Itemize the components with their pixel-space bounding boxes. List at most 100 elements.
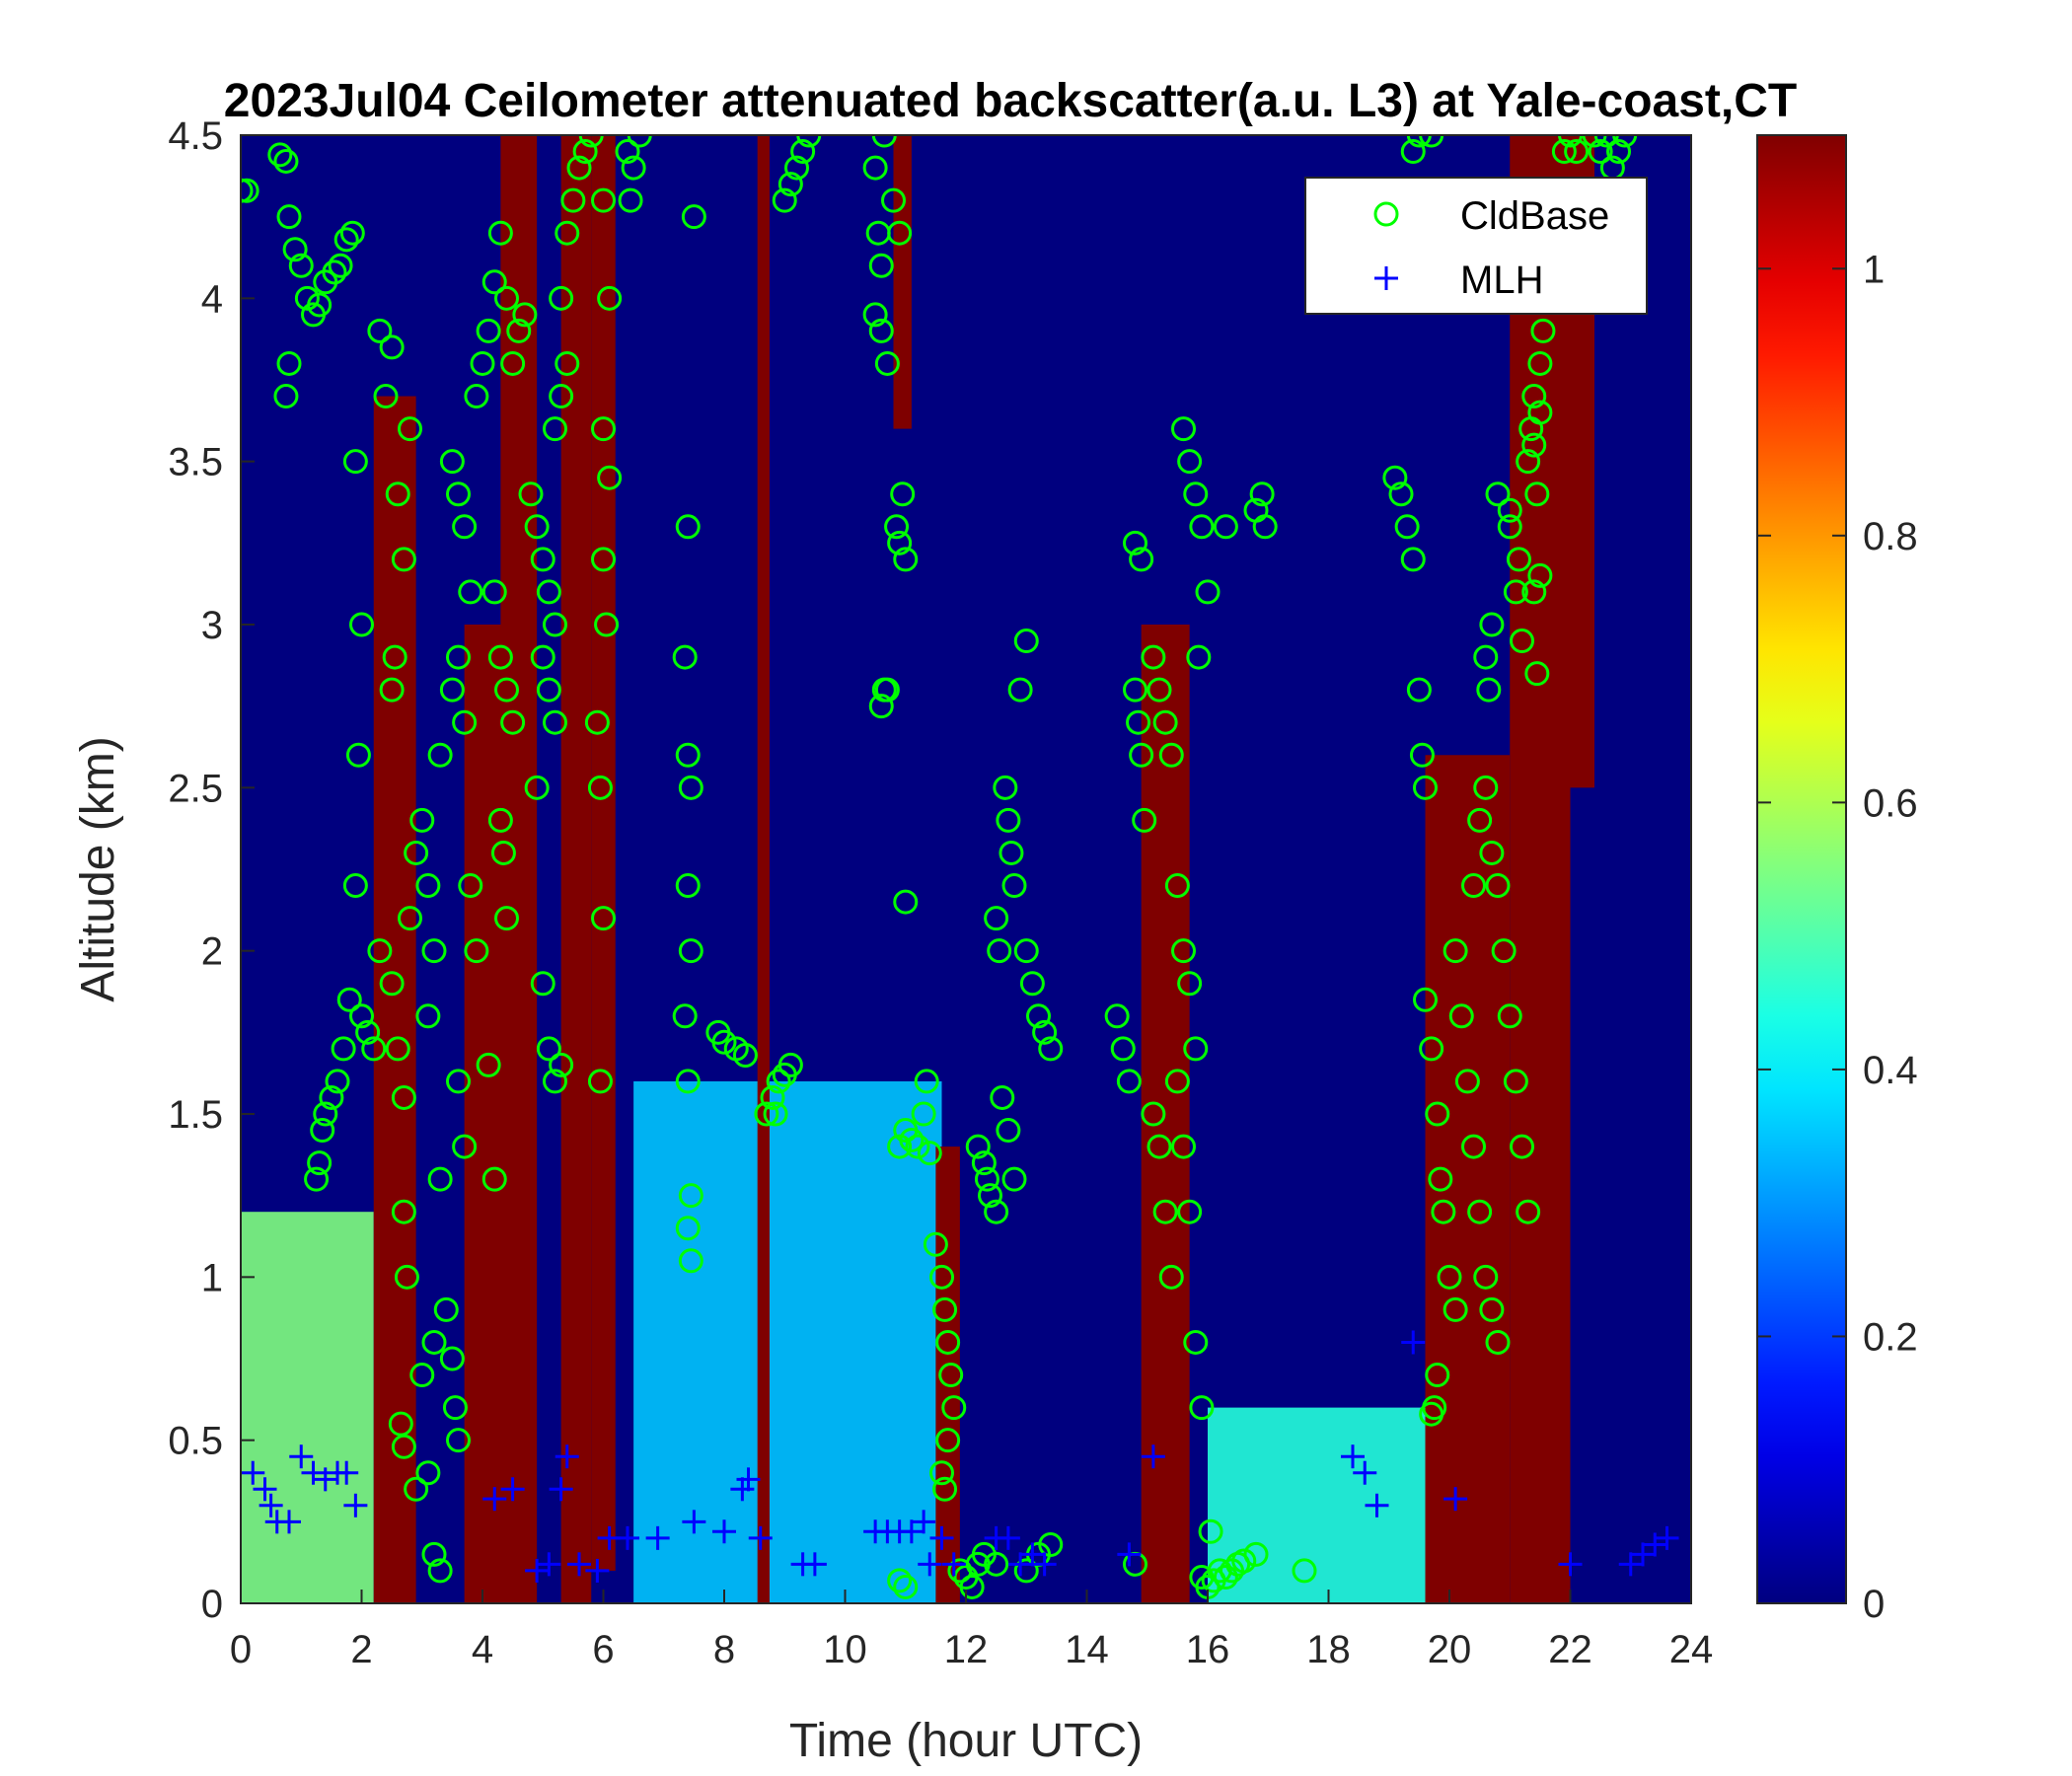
cldbase-point — [1506, 547, 1531, 572]
cldbase-point — [587, 775, 613, 800]
cldbase-point — [890, 481, 916, 507]
x-tick-label: 12 — [944, 1628, 989, 1671]
cldbase-point — [1428, 1166, 1453, 1192]
cldbase-point — [1485, 873, 1511, 899]
cldbase-point — [512, 302, 538, 328]
cldbase-point — [1521, 384, 1547, 409]
cldbase-point — [1497, 497, 1522, 523]
cldbase-point — [1382, 465, 1408, 490]
cldbase-point — [500, 350, 526, 376]
cldbase-point — [427, 742, 453, 768]
cldbase-point — [959, 1574, 985, 1599]
cldbase-point — [971, 1150, 997, 1176]
cldbase-point — [1406, 135, 1432, 148]
cldbase-point — [518, 481, 544, 507]
cldbase-point — [1503, 1069, 1528, 1094]
cldbase-point — [923, 1231, 948, 1257]
cldbase-point — [1019, 971, 1045, 997]
mlh-point — [549, 1477, 573, 1502]
x-tick-label: 18 — [1306, 1628, 1351, 1671]
mlh-point — [555, 1444, 579, 1469]
cldbase-point — [310, 1118, 335, 1144]
cldbase-point — [385, 1036, 410, 1062]
legend-box — [1304, 177, 1648, 315]
cldbase-point — [382, 644, 407, 670]
cldbase-point — [905, 1134, 930, 1159]
cldbase-point — [587, 1069, 613, 1094]
cldbase-point — [313, 1101, 338, 1127]
cldbase-point — [1510, 629, 1534, 654]
mlh-point — [567, 1552, 591, 1577]
cldbase-point — [464, 938, 489, 964]
cldbase-point — [1479, 840, 1505, 865]
y-axis-ticks: 0 0.5 1 1.5 2 2.5 3 3.5 4 4.5 — [168, 114, 255, 1626]
mlh-point — [899, 1519, 924, 1544]
cldbase-point — [929, 1264, 954, 1290]
cldbase-point — [1476, 677, 1502, 703]
cldbase-point — [578, 135, 604, 148]
cldbase-point — [893, 889, 919, 915]
cldbase-point — [1231, 1548, 1257, 1574]
cldbase-point — [481, 269, 507, 295]
cldbase-point — [391, 1434, 416, 1459]
cldbase-point — [871, 135, 897, 148]
cldbase-point — [1521, 579, 1547, 605]
strong-scatter-column-3 — [560, 135, 592, 1603]
cldbase-point — [874, 677, 900, 703]
mlh-point — [482, 1487, 507, 1512]
cldbase-point — [884, 514, 910, 540]
mlh-point — [918, 1552, 942, 1577]
mlh-point — [736, 1467, 761, 1492]
cldbase-point — [1104, 1003, 1130, 1029]
cldbase-point — [355, 1019, 381, 1045]
cldbase-point — [1593, 135, 1619, 148]
cldbase-point — [678, 1248, 703, 1274]
strong-scatter-column-5 — [757, 135, 770, 1603]
x-tick-label: 24 — [1669, 1628, 1714, 1671]
cldbase-point — [1198, 1518, 1223, 1544]
cldbase-point — [672, 644, 698, 670]
mlh-point — [289, 1444, 314, 1469]
cldbase-point — [1147, 677, 1172, 703]
cldbase-point — [678, 1183, 703, 1209]
cldbase-point — [524, 775, 550, 800]
cldbase-point — [452, 1134, 478, 1159]
cldbase-point — [415, 873, 441, 899]
mlh-point — [682, 1510, 706, 1534]
cldbase-point — [543, 416, 567, 442]
cldbase-point — [1612, 135, 1638, 148]
cldbase-point — [1001, 1166, 1027, 1192]
cldbase-point — [446, 1069, 471, 1094]
mlh-point — [1655, 1525, 1679, 1550]
mlh-point — [1365, 1493, 1389, 1517]
mlh-point — [1443, 1487, 1468, 1512]
cldbase-point — [530, 644, 555, 670]
mlh-point — [1643, 1532, 1667, 1557]
cldbase-point — [361, 1036, 387, 1062]
y-tick-label: 4 — [201, 277, 223, 321]
cldbase-point — [446, 1428, 471, 1453]
cldbase-point — [446, 481, 471, 507]
cldbase-point — [1437, 1264, 1462, 1290]
cldbase-point — [772, 187, 797, 213]
cldbase-point — [543, 612, 567, 637]
mlh-point — [253, 1477, 277, 1502]
mlh-point — [730, 1477, 755, 1502]
cldbase-point — [1123, 677, 1147, 703]
cldbase-point — [999, 840, 1024, 865]
cldbase-point — [333, 227, 359, 253]
x-tick-label: 10 — [823, 1628, 867, 1671]
y-axis-label: Altitude (km) — [72, 736, 124, 1001]
legend-cldbase-marker — [1373, 201, 1399, 227]
cldbase-point — [490, 840, 516, 865]
x-tick-label: 14 — [1065, 1628, 1109, 1671]
cldbase-point — [1516, 1199, 1541, 1224]
cldbase-point — [615, 139, 640, 165]
plot-area: 0 2 4 6 8 10 12 14 16 18 20 22 24 00.511.522.533.544… — [168, 114, 1713, 1671]
cldbase-point — [560, 187, 586, 213]
mlh-point — [912, 1510, 936, 1534]
cldbase-point — [398, 416, 422, 442]
cldbase-point — [1013, 938, 1039, 964]
cldbase-point — [862, 155, 888, 181]
cldbase-point — [1406, 677, 1432, 703]
